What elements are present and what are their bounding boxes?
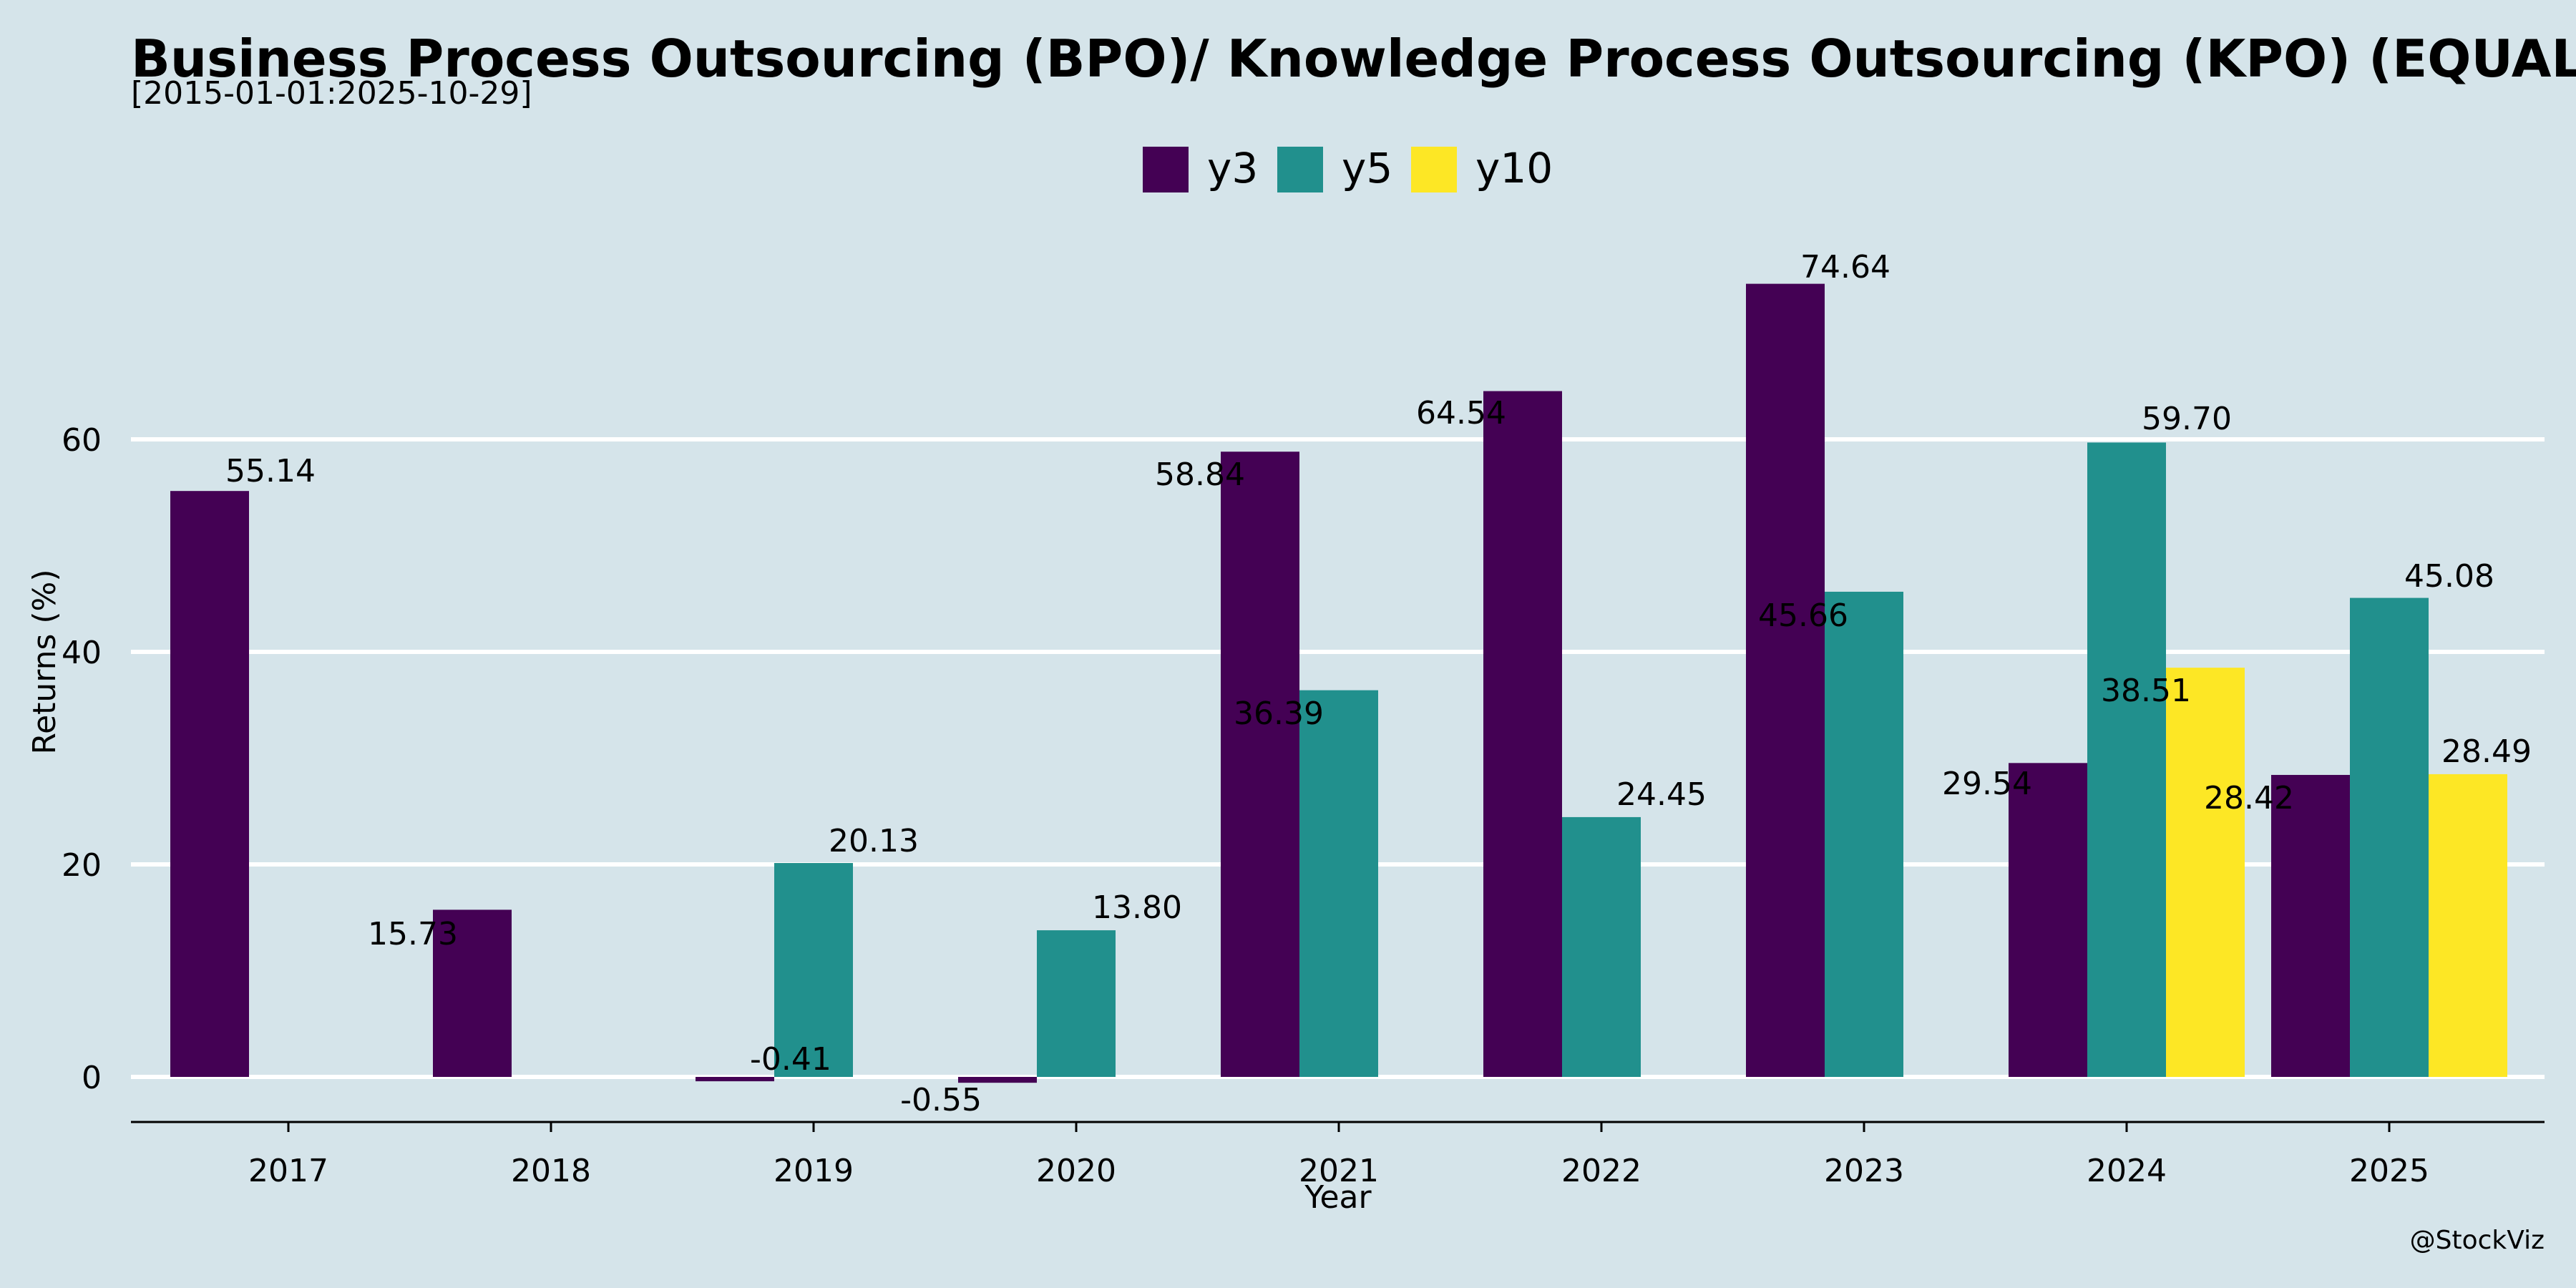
legend-swatch-y5 [1277, 147, 1323, 192]
bar-y5-2021 [1299, 690, 1378, 1077]
bar-y5-2019 [774, 863, 853, 1077]
bar-y3-2017 [170, 491, 249, 1077]
legend: y3 y5 y10 [1143, 144, 1553, 192]
credit-text: @StockViz [2410, 1226, 2545, 1255]
data-label-y5-2024: 59.70 [2142, 401, 2232, 437]
bar-y10-2025 [2429, 774, 2507, 1077]
bars [170, 283, 2507, 1083]
data-label-y10-2024: 38.51 [2101, 673, 2191, 709]
data-label-y3-2024: 29.54 [1942, 766, 2032, 802]
data-labels: 55.14 15.73 -0.41 20.13 -0.55 13.80 58.84 36.39… [225, 249, 2532, 1118]
bar-y3-2024 [2009, 763, 2087, 1077]
x-tick-label: 2017 [248, 1153, 328, 1189]
data-label-y3-2023: 74.64 [1800, 249, 1890, 286]
bar-y3-2018 [433, 909, 512, 1077]
chart-subtitle: [2015-01-01:2025-10-29] [131, 75, 532, 112]
legend-label-y3: y3 [1207, 144, 1258, 192]
bar-y3-2023 [1746, 283, 1825, 1078]
x-axis-label: Year [1304, 1179, 1372, 1216]
chart-title: Business Process Outsourcing (BPO)/ Know… [131, 29, 2576, 89]
bar-y3-2021 [1221, 452, 1299, 1077]
x-tick-label: 2019 [774, 1153, 854, 1189]
legend-swatch-y10 [1411, 147, 1457, 192]
bar-y3-2025 [2271, 774, 2350, 1077]
bar-y5-2020 [1037, 930, 1116, 1077]
data-label-y10-2025: 28.49 [2441, 733, 2532, 770]
data-label-y3-2025: 28.42 [2204, 780, 2294, 816]
x-tick-label: 2021 [1299, 1153, 1379, 1189]
y-axis-label: Returns (%) [26, 569, 63, 754]
data-label-y5-2023: 45.66 [1758, 597, 1848, 634]
y-tick-label: 40 [62, 635, 102, 671]
y-tick-label: 20 [62, 847, 102, 884]
legend-label-y5: y5 [1342, 144, 1392, 192]
data-label-y5-2022: 24.45 [1616, 776, 1707, 813]
y-tick-label: 0 [82, 1060, 102, 1096]
x-tick-label: 2018 [511, 1153, 591, 1189]
data-label-y3-2017: 55.14 [225, 453, 316, 489]
x-tick-label: 2023 [1824, 1153, 1904, 1189]
x-tick-label: 2020 [1036, 1153, 1116, 1189]
data-label-y3-2019: -0.41 [750, 1041, 831, 1078]
legend-label-y10: y10 [1475, 144, 1553, 192]
bar-y3-2022 [1483, 391, 1562, 1077]
data-label-y5-2021: 36.39 [1234, 696, 1324, 732]
x-tick-label: 2025 [2349, 1153, 2429, 1189]
bar-y10-2024 [2166, 668, 2245, 1077]
x-tick-label: 2022 [1561, 1153, 1641, 1189]
bar-y3-2019 [696, 1077, 774, 1082]
bar-y5-2022 [1562, 816, 1641, 1077]
y-tick-label: 60 [62, 422, 102, 459]
data-label-y3-2020: -0.55 [900, 1082, 982, 1118]
data-label-y3-2022: 64.54 [1416, 395, 1506, 431]
legend-swatch-y3 [1143, 147, 1189, 192]
bar-y5-2025 [2350, 597, 2429, 1077]
data-label-y3-2018: 15.73 [368, 916, 458, 952]
data-label-y3-2021: 58.84 [1155, 457, 1245, 493]
data-label-y5-2019: 20.13 [829, 823, 919, 859]
x-axis: 2017 2018 2019 2020 2021 2022 2023 2024 2025 [131, 1121, 2545, 1189]
bar-y5-2024 [2087, 442, 2166, 1077]
data-label-y5-2025: 45.08 [2404, 558, 2494, 595]
x-tick-label: 2024 [2087, 1153, 2167, 1189]
data-label-y5-2020: 13.80 [1092, 889, 1182, 926]
y-axis-ticks: 0 20 40 60 [62, 422, 102, 1096]
bar-y5-2023 [1825, 591, 1903, 1077]
bar-y3-2020 [958, 1077, 1037, 1083]
